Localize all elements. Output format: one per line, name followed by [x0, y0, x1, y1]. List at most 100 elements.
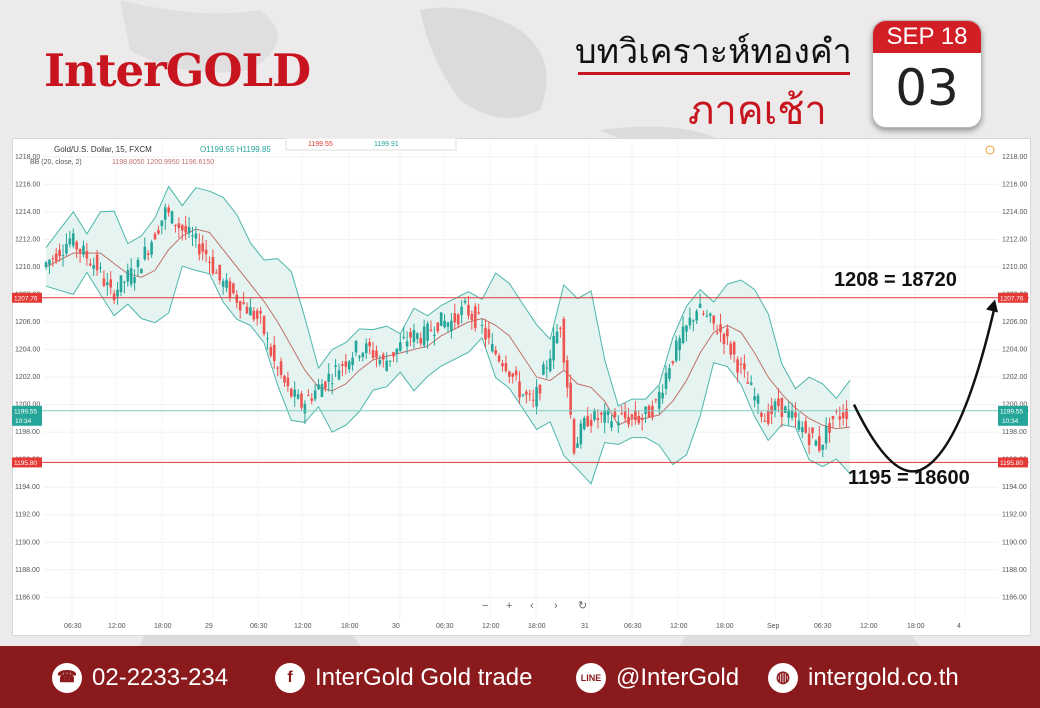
- target-annotation: 1208 = 18720: [834, 269, 957, 291]
- candle-body: [548, 358, 552, 372]
- x-tick-label: 12:00: [108, 623, 126, 630]
- candle-body: [112, 293, 116, 301]
- candle-body: [446, 322, 450, 327]
- price-label-right: 1199.55: [1000, 408, 1023, 415]
- candle-body: [88, 263, 92, 266]
- candle-body: [167, 207, 170, 213]
- y-tick-right: 1186.00: [1002, 594, 1027, 601]
- footer-phone[interactable]: ☎ 02-2233-234: [52, 663, 228, 693]
- candle-body: [753, 396, 756, 401]
- candle-body: [146, 253, 150, 255]
- candle-body: [657, 391, 661, 409]
- candle-body: [640, 418, 644, 421]
- candle-body: [143, 246, 147, 260]
- candle-body: [262, 316, 266, 335]
- x-tick-label: Sep: [767, 623, 780, 630]
- candle-body: [65, 243, 68, 254]
- candle-body: [58, 249, 61, 257]
- candle-body: [678, 338, 681, 350]
- candle-body: [460, 306, 463, 316]
- candle-body: [705, 315, 709, 317]
- resistance-line-tag-left: [12, 292, 42, 303]
- candle-body: [54, 253, 58, 262]
- quote-sell: 1199.55: [308, 141, 333, 148]
- y-tick-left: 1204.00: [15, 347, 40, 354]
- candle-body: [732, 342, 736, 355]
- calendar-badge: SEP 18 03: [872, 20, 982, 128]
- x-tick-label: 29: [205, 623, 213, 630]
- candle-body: [453, 313, 457, 323]
- footer-bar: [0, 646, 1040, 708]
- candle-body: [715, 332, 719, 334]
- quote-box: [285, 138, 457, 151]
- chart-toolbar-button[interactable]: ›: [554, 600, 558, 612]
- candle-body: [589, 419, 593, 426]
- candle-body: [330, 383, 334, 385]
- candle-body: [48, 259, 51, 265]
- candle-body: [85, 251, 89, 259]
- y-tick-left: 1210.00: [15, 264, 40, 271]
- candle-body: [562, 318, 566, 363]
- candle-body: [712, 315, 716, 324]
- candle-body: [627, 417, 630, 425]
- candle-body: [296, 394, 300, 399]
- candle-body: [763, 420, 767, 422]
- candle-body: [695, 311, 698, 321]
- candle-body: [828, 423, 831, 433]
- candle-body: [542, 364, 545, 375]
- y-tick-right: 1188.00: [1002, 567, 1027, 574]
- footer-website[interactable]: ◍ intergold.co.th: [768, 663, 959, 693]
- candle-body: [777, 398, 780, 406]
- y-tick-left: 1194.00: [15, 484, 40, 491]
- candle-body: [174, 224, 177, 226]
- candle-body: [392, 352, 395, 357]
- support-line-tag-left: [12, 457, 42, 468]
- x-tick-label: 12:00: [294, 623, 312, 630]
- candle-body: [756, 395, 760, 404]
- brand-logo: InterGOLD: [44, 44, 311, 97]
- y-tick-left: 1198.00: [15, 429, 40, 436]
- candle-body: [831, 415, 835, 420]
- y-tick-left: 1214.00: [15, 209, 40, 216]
- candle-body: [780, 397, 784, 418]
- candle-body: [477, 312, 480, 314]
- line-text: @InterGold: [616, 664, 740, 691]
- candle-body: [337, 370, 341, 380]
- candle-body: [647, 405, 651, 418]
- candle-body: [358, 356, 361, 358]
- chart-toolbar-button[interactable]: ↻: [578, 600, 587, 612]
- candle-body: [426, 323, 429, 341]
- candle-body: [436, 322, 440, 332]
- candle-body: [439, 312, 443, 326]
- y-tick-right: 1216.00: [1002, 181, 1027, 188]
- price-timer-right: 10:34: [1002, 418, 1019, 425]
- candle-body: [681, 326, 685, 344]
- candle-body: [170, 211, 174, 224]
- footer-facebook[interactable]: f InterGold Gold trade: [275, 663, 532, 693]
- candle-body: [51, 258, 55, 260]
- candle-body: [129, 268, 133, 285]
- price-chart[interactable]: 1218.00 1218.00 1216.00 1216.00 1214.00 1214.…: [12, 138, 1029, 634]
- candle-body: [225, 279, 228, 288]
- facebook-icon: f: [275, 663, 305, 693]
- candle-body: [593, 410, 596, 420]
- chart-toolbar-button[interactable]: +: [506, 600, 512, 612]
- candle-body: [579, 423, 583, 445]
- candle-body: [814, 440, 818, 446]
- candle-body: [116, 289, 119, 297]
- candle-body: [565, 360, 569, 388]
- candle-body: [109, 279, 113, 288]
- candle-body: [698, 303, 702, 308]
- candle-body: [760, 412, 763, 417]
- candle-body: [123, 281, 126, 283]
- line-icon: LINE: [576, 663, 606, 693]
- footer-line[interactable]: LINE @InterGold: [576, 663, 739, 693]
- candle-body: [746, 382, 750, 384]
- chart-toolbar-button[interactable]: −: [482, 600, 488, 612]
- chart-toolbar-button[interactable]: ‹: [530, 600, 534, 612]
- candle-body: [375, 350, 378, 358]
- candle-body: [221, 281, 225, 287]
- y-tick-right: 1202.00: [1002, 374, 1027, 381]
- candle-body: [279, 361, 283, 375]
- y-tick-right: 1200.00: [1002, 402, 1027, 409]
